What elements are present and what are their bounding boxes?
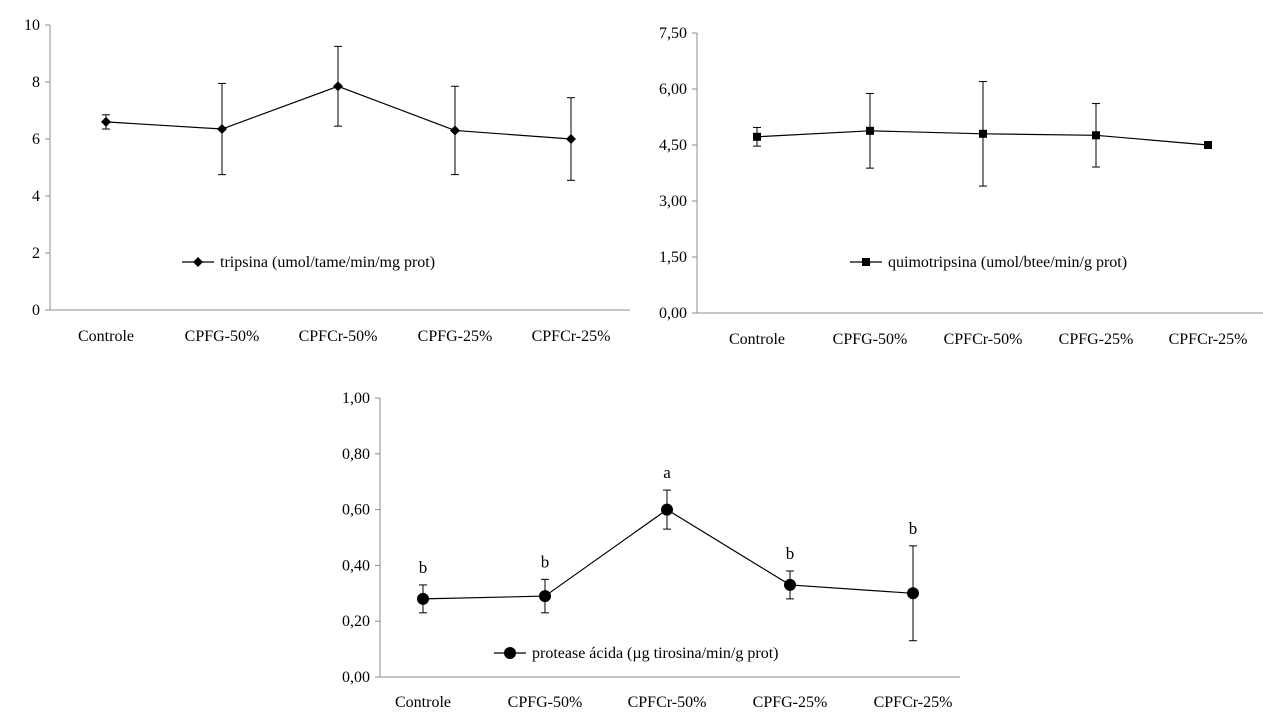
- y-tick-label: 4,50: [659, 137, 687, 154]
- data-point: [101, 116, 111, 127]
- legend: protease ácida (µg tirosina/min/g prot): [494, 645, 778, 662]
- y-tick-label: 6: [32, 131, 40, 148]
- significance-letter: b: [419, 558, 428, 577]
- y-tick-label: 0,20: [342, 613, 370, 630]
- legend-marker: [862, 258, 870, 266]
- significance-letter: b: [909, 519, 918, 538]
- y-tick-label: 7,50: [659, 25, 687, 42]
- x-tick-label: CPFCr-50%: [944, 331, 1023, 348]
- significance-letter: a: [663, 463, 671, 482]
- chart-panel-3: 0,00 0,20 0,40 0,60 0,80 1,00 Controle CPFG-50%…: [342, 390, 960, 711]
- x-tick-label: CPFG-25%: [753, 694, 828, 711]
- data-point: [217, 124, 227, 135]
- y-tick-label: 0: [32, 302, 40, 319]
- y-tick-label: 3,00: [659, 193, 687, 210]
- y-tick-label: 2: [32, 245, 40, 262]
- x-tick-label: Controle: [729, 331, 785, 348]
- data-point: [979, 129, 987, 138]
- data-point: [661, 503, 673, 516]
- data-point: [866, 126, 874, 135]
- x-tick-label: CPFG-50%: [185, 328, 260, 345]
- legend: tripsina (umol/tame/min/mg prot): [182, 254, 435, 271]
- x-tick-label: CPFCr-50%: [299, 328, 378, 345]
- data-point: [333, 81, 343, 92]
- chart-panel-2: 0,00 1,50 3,00 4,50 6,00 7,50 Controle CPFG-50%…: [659, 25, 1263, 348]
- data-point: [566, 134, 576, 144]
- legend-label: protease ácida (µg tirosina/min/g prot): [532, 645, 778, 662]
- data-point: [753, 132, 761, 141]
- y-tick-label: 1,50: [659, 249, 687, 266]
- y-tick-label: 6,00: [659, 81, 687, 98]
- x-tick-label: CPFCr-50%: [628, 694, 707, 711]
- y-tick-label: 10: [24, 17, 40, 34]
- data-point: [539, 590, 551, 603]
- chart-panel-1: 0 2 4 6 8 10 Controle CPFG-50% CPFCr-50% CPFG-25%…: [24, 17, 630, 345]
- legend-marker: [193, 257, 203, 267]
- x-tick-label: CPFG-50%: [508, 694, 583, 711]
- significance-letter: b: [541, 552, 550, 571]
- data-point: [1204, 141, 1212, 149]
- x-tick-label: Controle: [78, 328, 134, 345]
- significance-letter: b: [786, 544, 795, 563]
- x-tick-label: CPFG-25%: [1059, 331, 1134, 348]
- data-point: [1092, 131, 1100, 140]
- data-point: [417, 592, 429, 605]
- x-tick-label: CPFCr-25%: [1169, 331, 1248, 348]
- y-tick-label: 8: [32, 74, 40, 91]
- y-tick-label: 0,00: [342, 669, 370, 686]
- y-tick-label: 0,00: [659, 305, 687, 322]
- legend-label: quimotripsina (umol/btee/min/g prot): [888, 254, 1127, 271]
- y-tick-label: 1,00: [342, 390, 370, 407]
- x-tick-label: CPFG-50%: [833, 331, 908, 348]
- legend: quimotripsina (umol/btee/min/g prot): [850, 254, 1127, 271]
- y-tick-label: 0,80: [342, 446, 370, 463]
- x-tick-label: CPFCr-25%: [874, 694, 953, 711]
- data-point: [784, 578, 796, 591]
- y-tick-label: 4: [32, 188, 40, 205]
- legend-label: tripsina (umol/tame/min/mg prot): [220, 254, 435, 271]
- y-tick-label: 0,60: [342, 502, 370, 519]
- data-point: [907, 587, 919, 600]
- y-tick-label: 0,40: [342, 557, 370, 574]
- data-point: [450, 125, 460, 136]
- x-tick-label: CPFCr-25%: [532, 328, 611, 345]
- x-tick-label: Controle: [395, 694, 451, 711]
- series-line: [422, 508, 914, 600]
- x-tick-label: CPFG-25%: [418, 328, 493, 345]
- legend-marker: [504, 647, 516, 659]
